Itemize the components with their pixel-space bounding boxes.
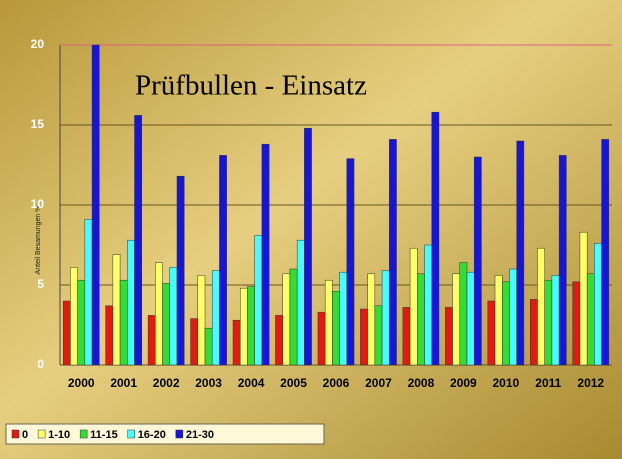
bar [169, 267, 178, 366]
bar [360, 308, 368, 366]
bar [409, 247, 418, 366]
x-tick-label: 2010 [492, 376, 519, 390]
bar [601, 139, 610, 366]
legend-label: 21-30 [186, 429, 214, 441]
legend-swatch [175, 429, 184, 439]
legend-swatch [79, 429, 88, 439]
x-tick-label: 2012 [577, 376, 604, 390]
bar [494, 275, 503, 366]
bar [176, 175, 185, 366]
legend-swatch [37, 429, 46, 439]
legend-label: 0 [22, 429, 28, 441]
x-tick-label: 2003 [195, 376, 222, 390]
bar [473, 156, 482, 366]
bar [487, 300, 496, 366]
x-tick-label: 2004 [238, 376, 265, 390]
bar [197, 275, 206, 366]
bar [339, 271, 348, 366]
bar [239, 287, 248, 366]
bar [147, 315, 156, 366]
bar [332, 291, 340, 366]
bar [282, 273, 291, 366]
legend-label: 11-15 [90, 429, 118, 441]
bar [530, 299, 538, 366]
bar [275, 315, 283, 366]
bar [219, 155, 227, 366]
y-axis-label: Anteil Besamungen % [35, 206, 42, 275]
bar [84, 219, 93, 366]
bar [289, 268, 298, 366]
bar [424, 244, 433, 366]
bar [155, 262, 163, 366]
bar [586, 273, 595, 366]
bar [537, 247, 545, 366]
bar [572, 281, 581, 366]
bar [501, 281, 510, 366]
bar [204, 327, 213, 366]
bar [77, 279, 86, 366]
bar [91, 44, 100, 366]
bar [112, 254, 121, 366]
bar [544, 279, 553, 366]
y-tick-label: 5 [37, 277, 44, 291]
bar [324, 279, 333, 366]
y-tick-label: 10 [31, 197, 45, 211]
bar [452, 273, 461, 366]
legend-label: 16-20 [138, 429, 166, 441]
y-tick-label: 15 [31, 117, 45, 131]
bar [317, 311, 326, 366]
legend-box [5, 423, 325, 445]
bar [402, 307, 411, 366]
bar [211, 270, 220, 366]
bar [190, 318, 199, 366]
y-tick-label: 20 [31, 37, 45, 51]
bar [232, 319, 241, 366]
bar [105, 305, 114, 366]
x-tick-label: 2001 [110, 376, 137, 390]
x-tick-label: 2006 [323, 376, 350, 390]
y-tick-label: 0 [37, 357, 44, 371]
bar [374, 305, 383, 366]
bar [558, 155, 567, 366]
bar [127, 239, 135, 366]
bar [134, 115, 142, 366]
bar [70, 267, 78, 366]
legend-swatch [11, 429, 20, 439]
bar [417, 273, 425, 366]
x-tick-label: 2005 [280, 376, 307, 390]
x-tick-label: 2007 [365, 376, 392, 390]
x-tick-label: 2008 [408, 376, 435, 390]
bar [296, 239, 305, 366]
bar [579, 231, 588, 366]
bar [509, 268, 517, 366]
bar [516, 140, 525, 366]
chart-title: Prüfbullen - Einsatz [135, 70, 367, 102]
bar [247, 286, 255, 366]
bar [62, 300, 71, 366]
bar [381, 270, 390, 366]
bar [119, 279, 128, 366]
bar [594, 243, 602, 366]
bar [304, 127, 312, 366]
x-tick-label: 2009 [450, 376, 477, 390]
x-tick-label: 2000 [68, 376, 95, 390]
bar [459, 262, 468, 366]
bar [389, 139, 397, 366]
bar [431, 111, 440, 366]
bar [346, 158, 355, 366]
bar [466, 271, 475, 366]
bar [445, 307, 453, 366]
bar [367, 273, 376, 366]
x-tick-label: 2002 [153, 376, 180, 390]
legend-label: 1-10 [48, 429, 70, 441]
bar [162, 283, 171, 366]
bar [254, 235, 263, 366]
legend-swatch [127, 429, 135, 439]
bar [551, 275, 560, 366]
x-tick-label: 2011 [535, 376, 561, 390]
bar [261, 143, 270, 366]
